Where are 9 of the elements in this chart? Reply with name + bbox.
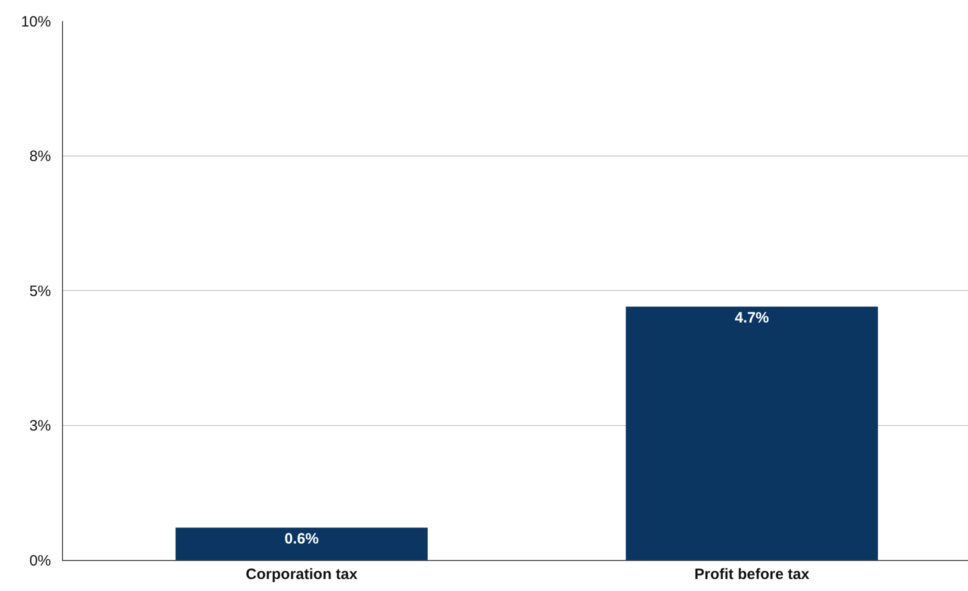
y-tick-label: 5% [29,282,51,300]
y-tick-label: 3% [29,418,51,434]
y-tick-label: 10% [20,13,51,30]
y-tick-label: 8% [29,148,51,165]
data-label: 4.7% [734,310,769,327]
x-tick-label: Profit before tax [694,566,810,583]
y-tick-label: 0% [29,552,51,570]
data-label: 0.6% [284,530,319,548]
x-tick-label: Corporation tax [246,566,358,583]
